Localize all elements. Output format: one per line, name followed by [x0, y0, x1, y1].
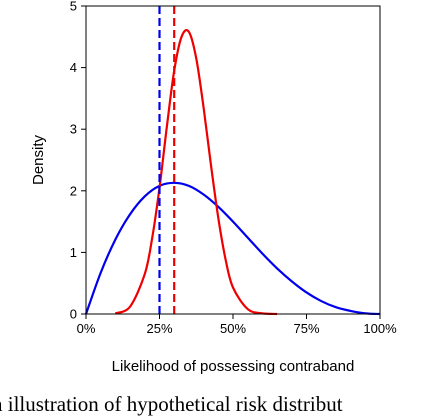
y-tick-label: 4: [70, 60, 77, 75]
curves-layer: [84, 29, 381, 316]
x-tick-label: 50%: [220, 321, 246, 336]
x-tick-label: 75%: [293, 321, 319, 336]
density-chart: 0% 25% 50% 75% 100% 0 1 2 3 4 5 Likelihood of pos…: [30, 0, 397, 375]
y-tick-label: 3: [70, 122, 77, 137]
x-axis: 0% 25% 50% 75% 100%: [77, 314, 397, 336]
x-tick-label: 100%: [363, 321, 397, 336]
x-tick-label: 0%: [77, 321, 96, 336]
reference-lines-layer: [158, 6, 176, 314]
y-axis-title: Density: [30, 134, 47, 185]
figure: 0% 25% 50% 75% 100% 0 1 2 3 4 5 Likelihood of pos…: [0, 0, 397, 416]
y-tick-label: 1: [70, 245, 77, 260]
density-curve-blue: [84, 181, 381, 316]
y-tick-label: 2: [70, 183, 77, 198]
x-tick-label: 25%: [146, 321, 172, 336]
y-tick-label: 5: [70, 0, 77, 14]
plot-frame: [85, 5, 381, 315]
x-axis-title: Likelihood of possessing contraband: [112, 358, 355, 375]
density-curve-red: [114, 29, 278, 316]
y-tick-label: 0: [70, 307, 77, 322]
y-axis: 0 1 2 3 4 5: [70, 0, 86, 322]
figure-caption: n illustration of hypothetical risk dist…: [0, 392, 343, 416]
